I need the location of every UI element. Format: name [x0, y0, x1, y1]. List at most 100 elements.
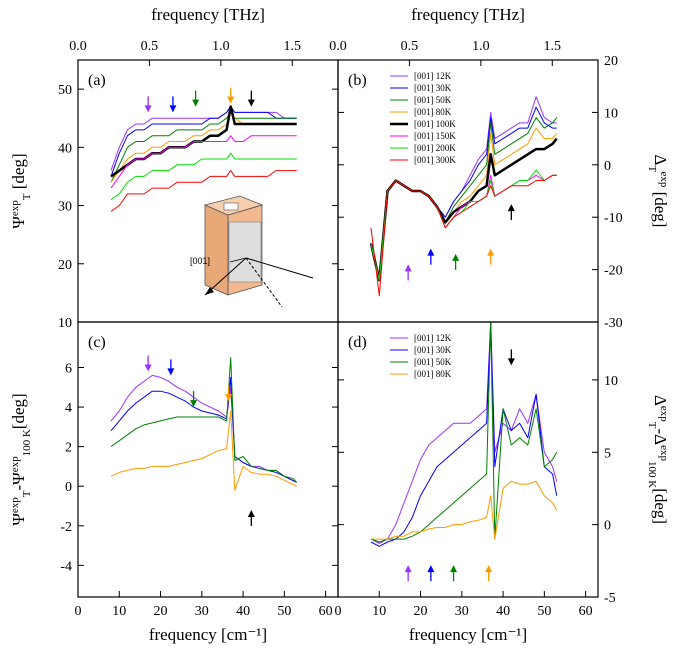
y-tick-label: -2 [60, 520, 72, 535]
top-tick-label: 1.5 [284, 39, 302, 54]
legend-label: [001] 200K [414, 143, 456, 153]
inset-label: [001] [190, 256, 210, 266]
x-tick-label: 20 [154, 604, 168, 619]
axis-title-part: [deg] [9, 393, 28, 429]
data-line [110, 135, 297, 189]
top-tick-label: 0.0 [329, 39, 347, 54]
arrow [404, 565, 412, 582]
y-tick-label: 0 [65, 480, 72, 495]
arrow-head [404, 264, 412, 272]
arrow-head [452, 253, 460, 261]
arrow [487, 248, 495, 265]
legend-label: [001] 50K [414, 357, 452, 367]
arrow-head [247, 509, 255, 517]
axis-title-part: Δ [651, 395, 670, 406]
arrow [427, 248, 435, 265]
arrow [227, 87, 235, 104]
arrow-head [507, 204, 515, 212]
data-line [370, 322, 558, 544]
top-axis-title: frequency [THz] [151, 5, 265, 24]
x-tick-label: 40 [496, 604, 510, 619]
legend-label: [001] 12K [414, 71, 452, 81]
arrow [507, 349, 515, 366]
axis-title-part: Ψ [9, 216, 28, 229]
arrow [190, 391, 198, 408]
arrow [192, 90, 200, 107]
x-tick-label: 30 [455, 604, 469, 619]
plot-frame [337, 59, 599, 323]
arrow [450, 565, 458, 582]
legend-label: [001] 30K [414, 345, 452, 355]
data-line [110, 170, 297, 212]
arrow [169, 96, 177, 113]
x-tick-label: 30 [195, 604, 209, 619]
arrow-head [450, 565, 458, 573]
arrow-head [225, 394, 233, 402]
axis-title-part: exp [9, 200, 21, 216]
arrow-head [227, 96, 235, 104]
data-line [370, 322, 558, 543]
arrow [144, 355, 152, 372]
x-tick-label: 50 [537, 604, 551, 619]
y-tick-label: 10 [58, 316, 72, 331]
panel-label: (a) [88, 72, 106, 89]
legend-label: [001] 30K [414, 83, 452, 93]
panel-label: (c) [88, 334, 106, 351]
x-tick-label: 40 [236, 604, 250, 619]
axis-title-part: exp [658, 171, 670, 187]
panel-label: (b) [348, 72, 367, 89]
data-line [110, 374, 297, 483]
axis-title-part: 100 K [646, 461, 658, 488]
legend-label: [001] 80K [414, 107, 452, 117]
axis-title-part: [deg] [9, 153, 28, 193]
y-tick-label: 20 [58, 258, 72, 273]
top-tick-label: 1.0 [212, 39, 230, 54]
x-tick-label: 10 [112, 604, 126, 619]
legend-label: [001] 150K [414, 131, 456, 141]
arrow-head [192, 99, 200, 107]
axis-title-part: exp [658, 445, 670, 461]
y-tick-label: 10 [604, 374, 618, 389]
y-tick-label: 50 [58, 83, 72, 98]
legend-label: [001] 50K [414, 95, 452, 105]
axis-title-part: exp [658, 406, 670, 422]
axis-title-part: exp [9, 497, 21, 513]
arrow-head [485, 565, 493, 573]
y-tick-label: 4 [65, 401, 72, 416]
y-tick-label: 20 [604, 54, 618, 69]
axis-title-part: exp [9, 456, 21, 472]
legend-label: [001] 80K [414, 369, 452, 379]
arrow-head [144, 364, 152, 372]
y-tick-label: 6 [65, 362, 72, 377]
arrow-head [190, 400, 198, 408]
axis-title-part: T [21, 490, 33, 497]
axis-title-part: T [646, 422, 658, 429]
sample-sketch: [001] [190, 195, 314, 308]
arrow [247, 509, 255, 526]
top-tick-label: 1.5 [544, 39, 562, 54]
data-line [110, 152, 297, 201]
axis-title-part: -Ψ [9, 472, 28, 491]
arrow-head [247, 99, 255, 107]
axis-title-part: -Δ [651, 429, 670, 446]
y-tick-label: 10 [604, 106, 618, 121]
axis-title-part: [deg] [651, 488, 670, 524]
arrow-head [144, 105, 152, 113]
x-axis-title: frequency [cm⁻¹] [149, 625, 267, 644]
data-line [110, 376, 297, 483]
y-tick-label: -30 [604, 316, 623, 331]
top-tick-label: 0.0 [69, 39, 87, 54]
data-line [110, 357, 298, 483]
arrow [225, 385, 233, 402]
x-tick-label: 50 [277, 604, 291, 619]
arrow [144, 96, 152, 113]
arrow-head [404, 565, 412, 573]
arrow [427, 565, 435, 582]
data-line [110, 106, 297, 177]
y-tick-label: -4 [60, 559, 72, 574]
arrow-head [169, 105, 177, 113]
y-tick-label: 5 [604, 446, 611, 461]
arrow-head [487, 248, 495, 256]
axis-title-part: T [646, 165, 658, 172]
